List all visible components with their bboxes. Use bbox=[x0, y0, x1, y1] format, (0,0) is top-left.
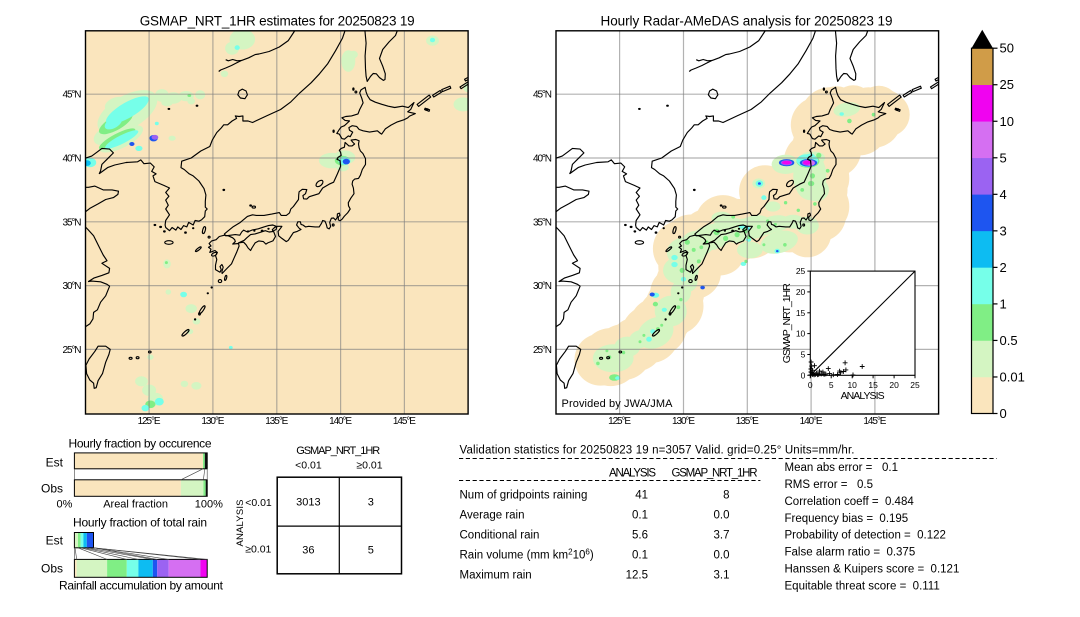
svg-text:GSMAP_NRT_1HR: GSMAP_NRT_1HR bbox=[296, 445, 380, 457]
svg-text:125°E: 125°E bbox=[138, 416, 161, 427]
svg-text:45°N: 45°N bbox=[63, 90, 82, 101]
svg-text:Average rain: Average rain bbox=[460, 510, 525, 522]
svg-text:Rainfall accumulation by amoun: Rainfall accumulation by amount bbox=[59, 579, 224, 593]
svg-text:<0.01: <0.01 bbox=[295, 460, 322, 472]
svg-text:ANALYSIS: ANALYSIS bbox=[841, 390, 885, 402]
svg-text:15: 15 bbox=[796, 308, 806, 318]
svg-text:5: 5 bbox=[368, 545, 374, 557]
svg-text:0%: 0% bbox=[57, 499, 73, 511]
svg-text:Hourly fraction by occurence: Hourly fraction by occurence bbox=[69, 437, 212, 451]
svg-text:ANALYSIS: ANALYSIS bbox=[235, 500, 246, 547]
svg-text:≥0.01: ≥0.01 bbox=[356, 460, 382, 472]
svg-text:Validation statistics for 2025: Validation statistics for 20250823 19 n=… bbox=[460, 445, 855, 457]
svg-text:3.7: 3.7 bbox=[714, 530, 730, 542]
svg-text:Equitable threat score = 0.11: Equitable threat score = 0.111 bbox=[785, 581, 940, 593]
svg-text:50: 50 bbox=[1000, 41, 1014, 56]
svg-text:0: 0 bbox=[1000, 406, 1007, 421]
svg-text:45°N: 45°N bbox=[533, 90, 552, 101]
svg-text:30°N: 30°N bbox=[63, 281, 82, 292]
svg-text:0.01: 0.01 bbox=[1000, 369, 1025, 384]
svg-text:False alarm ratio = 0.375: False alarm ratio = 0.375 bbox=[785, 547, 916, 559]
svg-text:3: 3 bbox=[1000, 223, 1007, 238]
svg-text:12.5: 12.5 bbox=[626, 569, 648, 581]
svg-text:140°E: 140°E bbox=[800, 416, 823, 427]
svg-text:GSMAP_NRT_1HR: GSMAP_NRT_1HR bbox=[781, 283, 793, 363]
svg-text:15: 15 bbox=[868, 380, 878, 390]
svg-text:125°E: 125°E bbox=[608, 416, 631, 427]
svg-text:41: 41 bbox=[635, 489, 648, 501]
svg-text:Est: Est bbox=[46, 456, 64, 470]
svg-text:100%: 100% bbox=[195, 499, 223, 511]
svg-text:Provided by JWA/JMA: Provided by JWA/JMA bbox=[562, 398, 674, 410]
svg-text:Obs: Obs bbox=[41, 482, 63, 496]
svg-text:≥0.01: ≥0.01 bbox=[245, 544, 271, 556]
svg-text:10: 10 bbox=[847, 380, 857, 390]
svg-text:Obs: Obs bbox=[41, 562, 63, 576]
svg-text:Hourly Radar-AMeDAS analysis f: Hourly Radar-AMeDAS analysis for 2025082… bbox=[601, 14, 893, 29]
svg-text:140°E: 140°E bbox=[329, 416, 352, 427]
svg-text:Num of gridpoints raining: Num of gridpoints raining bbox=[460, 489, 588, 501]
svg-text:0.1: 0.1 bbox=[632, 550, 648, 562]
svg-text:0.1: 0.1 bbox=[632, 510, 648, 522]
svg-text:Mean abs error = 0.1: Mean abs error = 0.1 bbox=[785, 462, 898, 474]
svg-text:130°E: 130°E bbox=[201, 416, 224, 427]
svg-text:130°E: 130°E bbox=[672, 416, 695, 427]
svg-text:Hanssen & Kuipers score = 0.1: Hanssen & Kuipers score = 0.121 bbox=[785, 564, 960, 576]
svg-text:Frequency bias = 0.195: Frequency bias = 0.195 bbox=[785, 513, 909, 525]
svg-text:5.6: 5.6 bbox=[632, 530, 648, 542]
svg-text:3: 3 bbox=[368, 496, 374, 508]
svg-text:145°E: 145°E bbox=[393, 416, 416, 427]
svg-text:Hourly fraction of total rain: Hourly fraction of total rain bbox=[73, 516, 207, 530]
svg-text:GSMAP_NRT_1HR: GSMAP_NRT_1HR bbox=[672, 468, 758, 480]
svg-text:5: 5 bbox=[1000, 150, 1007, 165]
svg-text:2: 2 bbox=[1000, 260, 1007, 275]
svg-text:Conditional rain: Conditional rain bbox=[460, 530, 540, 542]
svg-text:25: 25 bbox=[910, 380, 920, 390]
svg-text:40°N: 40°N bbox=[63, 154, 82, 165]
svg-text:145°E: 145°E bbox=[863, 416, 886, 427]
svg-text:5: 5 bbox=[801, 350, 806, 360]
svg-text:25°N: 25°N bbox=[533, 345, 552, 356]
svg-text:20: 20 bbox=[889, 380, 899, 390]
svg-text:25: 25 bbox=[796, 266, 806, 276]
svg-text:Rain volume (mm km2106): Rain volume (mm km2106) bbox=[460, 548, 594, 562]
svg-text:135°E: 135°E bbox=[736, 416, 759, 427]
svg-text:ANALYSIS: ANALYSIS bbox=[609, 468, 656, 480]
svg-text:0: 0 bbox=[808, 380, 813, 390]
svg-text:Maximum rain: Maximum rain bbox=[460, 569, 532, 581]
svg-text:35°N: 35°N bbox=[533, 217, 552, 228]
svg-text:3.1: 3.1 bbox=[714, 569, 730, 581]
svg-text:25°N: 25°N bbox=[63, 345, 82, 356]
svg-text:0.5: 0.5 bbox=[1000, 333, 1018, 348]
svg-text:Areal fraction: Areal fraction bbox=[103, 499, 168, 511]
svg-text:1: 1 bbox=[1000, 296, 1007, 311]
svg-text:Est: Est bbox=[46, 534, 64, 548]
svg-text:8: 8 bbox=[723, 489, 729, 501]
svg-text:GSMAP_NRT_1HR estimates for 20: GSMAP_NRT_1HR estimates for 20250823 19 bbox=[140, 14, 415, 29]
svg-text:10: 10 bbox=[1000, 114, 1014, 129]
svg-text:<0.01: <0.01 bbox=[245, 497, 272, 509]
svg-text:40°N: 40°N bbox=[533, 154, 552, 165]
svg-text:Probability of detection = 0.: Probability of detection = 0.122 bbox=[785, 530, 946, 542]
svg-text:30°N: 30°N bbox=[533, 281, 552, 292]
svg-text:10: 10 bbox=[796, 329, 806, 339]
svg-text:0.0: 0.0 bbox=[714, 510, 730, 522]
svg-text:3013: 3013 bbox=[296, 496, 320, 508]
svg-text:35°N: 35°N bbox=[63, 217, 82, 228]
svg-text:5: 5 bbox=[829, 380, 834, 390]
svg-text:36: 36 bbox=[302, 545, 314, 557]
svg-text:4: 4 bbox=[1000, 187, 1007, 202]
svg-text:RMS error = 0.5: RMS error = 0.5 bbox=[785, 479, 874, 491]
svg-text:135°E: 135°E bbox=[265, 416, 288, 427]
svg-text:0.0: 0.0 bbox=[714, 550, 730, 562]
svg-text:Correlation coeff = 0.484: Correlation coeff = 0.484 bbox=[785, 496, 915, 508]
svg-text:0: 0 bbox=[801, 370, 806, 380]
svg-text:20: 20 bbox=[796, 287, 806, 297]
svg-text:25: 25 bbox=[1000, 77, 1014, 92]
